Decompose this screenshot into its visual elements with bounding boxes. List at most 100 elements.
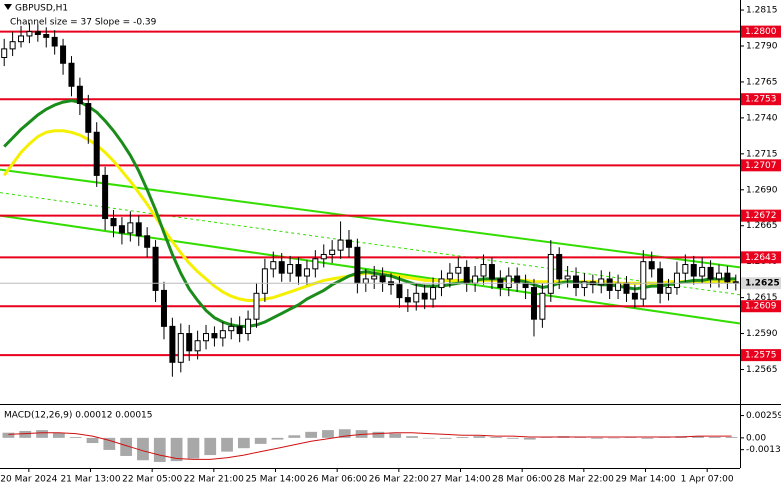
level-label: 1.2575 xyxy=(745,351,777,361)
candle-body xyxy=(354,246,361,284)
candle-body xyxy=(724,272,731,283)
candle-body xyxy=(135,222,142,237)
x-tick-label: 20 Mar 2024 xyxy=(0,475,57,485)
candle-body xyxy=(34,31,41,36)
macd-label: MACD(12,26,9) 0.00012 0.00015 xyxy=(4,411,153,421)
candle-body xyxy=(547,253,554,294)
candle-body xyxy=(93,131,100,176)
candle-body xyxy=(581,281,588,289)
candle-body xyxy=(245,318,252,335)
level-label-box xyxy=(741,209,781,222)
candle-body xyxy=(556,253,563,280)
macd-bar xyxy=(507,437,519,439)
candle-body xyxy=(488,264,495,280)
candle-body xyxy=(379,275,386,283)
candle-body xyxy=(615,282,622,291)
macd-bar xyxy=(288,435,301,438)
macd-bar xyxy=(221,437,233,452)
y-tick-label: 1.2740 xyxy=(746,113,778,123)
macd-bar xyxy=(103,437,116,450)
candle-body xyxy=(76,85,83,105)
candle-body xyxy=(261,268,268,294)
macd-bar xyxy=(120,437,133,456)
candle-body xyxy=(1,48,8,59)
candle-body xyxy=(211,333,218,339)
macd-bar xyxy=(237,437,250,449)
candle-body xyxy=(144,235,151,248)
candle-body xyxy=(118,225,125,234)
macd-bar xyxy=(641,437,654,439)
x-tick-label: 28 Mar 22:00 xyxy=(554,475,614,485)
macd-bar xyxy=(439,437,452,439)
candle-body xyxy=(472,275,479,284)
candle-body xyxy=(337,239,344,251)
candle-body xyxy=(18,35,25,43)
macd-bar xyxy=(170,437,183,462)
candle-body xyxy=(623,282,630,294)
candle-body xyxy=(345,239,352,248)
macd-bar xyxy=(389,433,402,438)
y-tick-label: 1.2715 xyxy=(746,149,778,159)
y-tick-label: 1.2565 xyxy=(746,365,778,375)
plot-area xyxy=(0,23,741,377)
candle-body xyxy=(699,266,706,277)
x-tick-label: 28 Mar 06:00 xyxy=(492,475,552,485)
candle-body xyxy=(228,325,235,332)
current-price-label: 1.2625 xyxy=(745,279,780,289)
candle-body xyxy=(480,264,487,277)
chart-subtitle: Channel size = 37 Slope = -0.39 xyxy=(10,18,157,28)
candle-body xyxy=(169,325,176,363)
macd-bar xyxy=(2,432,15,438)
macd-bar xyxy=(372,431,385,438)
candle-body xyxy=(598,278,605,286)
macd-bar xyxy=(254,437,267,444)
candle-body xyxy=(203,333,210,342)
macd-bar xyxy=(708,437,721,438)
candle-body xyxy=(160,289,167,327)
candle-body xyxy=(26,31,33,37)
macd-bar xyxy=(187,437,200,459)
candle-body xyxy=(463,266,470,284)
symbol-icon xyxy=(4,4,12,10)
macd-y-tick-label: 0.00 xyxy=(746,433,766,443)
candle-body xyxy=(530,287,537,320)
y-tick-label: 1.2665 xyxy=(746,221,778,231)
candle-body xyxy=(648,261,655,270)
level-label-box xyxy=(741,93,781,106)
x-tick-label: 26 Mar 22:00 xyxy=(369,475,429,485)
current-price-box xyxy=(741,277,781,290)
macd-bar xyxy=(69,437,82,438)
y-tick-label: 1.2790 xyxy=(746,42,778,52)
candle-body xyxy=(564,275,571,280)
candle-body xyxy=(127,222,134,234)
level-label-box xyxy=(741,300,781,313)
x-tick-label: 25 Mar 14:00 xyxy=(245,475,305,485)
level-label-box xyxy=(741,349,781,362)
candle-body xyxy=(514,275,521,284)
candle-body xyxy=(640,261,647,300)
candle-body xyxy=(413,292,420,303)
candle-body xyxy=(295,264,302,277)
candle-body xyxy=(505,275,512,289)
level-label: 1.2609 xyxy=(745,302,777,312)
candle-body xyxy=(253,292,260,320)
candle-body xyxy=(371,275,378,280)
macd-bar xyxy=(591,437,603,439)
macd-bar xyxy=(523,437,536,440)
candle-body xyxy=(236,325,243,335)
candle-body xyxy=(715,272,722,280)
candle-body xyxy=(270,261,277,270)
x-tick-label: 21 Mar 13:00 xyxy=(60,475,120,485)
candle-body xyxy=(404,297,411,303)
x-tick-label: 27 Mar 14:00 xyxy=(430,475,490,485)
level-label: 1.2707 xyxy=(745,161,777,171)
candle-body xyxy=(430,287,437,300)
candle-body xyxy=(690,264,697,277)
candle-body xyxy=(446,272,453,280)
moving-average xyxy=(3,99,736,328)
macd-bar xyxy=(137,437,149,461)
candle-body xyxy=(68,62,75,87)
x-tick-label: 1 Apr 07:00 xyxy=(681,475,734,485)
y-tick-label: 1.2615 xyxy=(746,293,778,303)
